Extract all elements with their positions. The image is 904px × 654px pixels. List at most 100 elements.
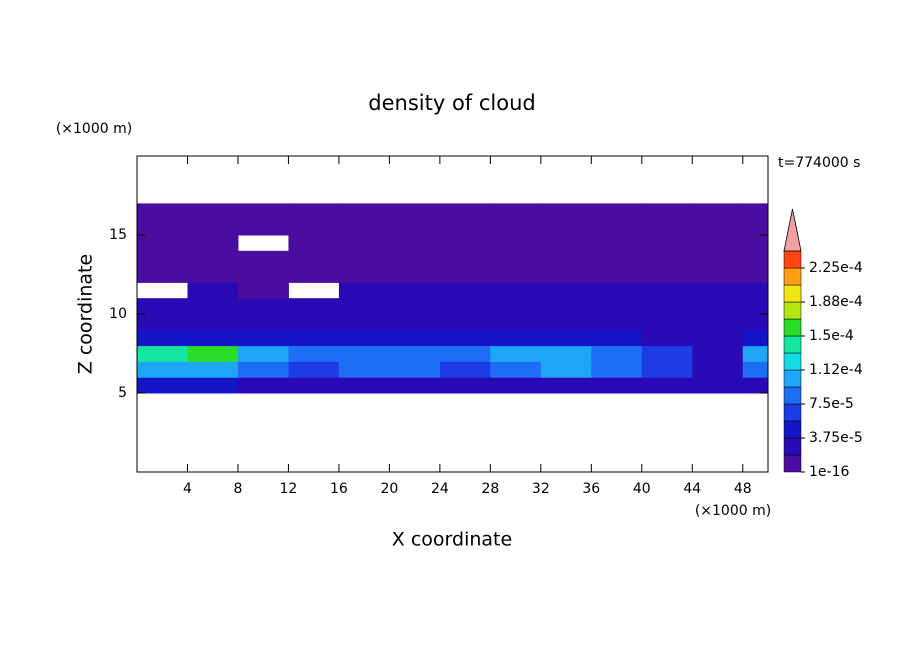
- contour-cell: [540, 314, 592, 331]
- x-tick-label: 48: [734, 481, 752, 497]
- contour-cell: [641, 345, 693, 362]
- colorbar-band: [783, 318, 802, 337]
- x-tick-label: 44: [683, 481, 701, 497]
- contour-cell: [641, 314, 693, 331]
- contour-cell: [137, 314, 188, 331]
- contour-cell: [490, 377, 542, 394]
- contour-cell: [540, 250, 592, 268]
- contour-cell: [591, 282, 643, 299]
- contour-cell: [288, 219, 340, 236]
- contour-cell: [338, 250, 390, 268]
- contour-cell: [742, 314, 768, 331]
- contour-cell: [742, 282, 768, 299]
- contour-cell: [439, 203, 491, 220]
- contour-cell: [742, 235, 768, 252]
- contour-cell: [742, 377, 768, 394]
- contour-cell: [540, 377, 592, 394]
- contour-cell: [237, 266, 289, 283]
- y-unit: (×1000 m): [56, 121, 132, 137]
- contour-cell: [237, 314, 289, 331]
- colorbar-band: [783, 250, 802, 269]
- contour-cell: [237, 219, 289, 236]
- contour-cell: [187, 219, 239, 236]
- colorbar-band: [783, 454, 802, 473]
- colorbar-band: [783, 301, 802, 320]
- contour-cell: [692, 235, 744, 252]
- contour-cell: [641, 377, 693, 394]
- contour-cell: [187, 235, 239, 252]
- colorbar-band: [783, 335, 802, 354]
- x-axis-label: X coordinate: [392, 529, 512, 551]
- contour-cell: [137, 345, 188, 362]
- contour-cell: [338, 361, 390, 378]
- contour-cell: [237, 329, 289, 347]
- contour-cell: [237, 203, 289, 220]
- colorbar-band: [783, 369, 802, 388]
- contour-cell: [389, 203, 441, 220]
- contour-cell: [641, 266, 693, 283]
- contour-cell: [137, 377, 188, 394]
- contour-cell: [338, 377, 390, 394]
- contour-cell: [389, 250, 441, 268]
- contour-cell: [338, 203, 390, 220]
- y-axis-label: Z coordinate: [75, 254, 97, 374]
- colorbar-tick-label: 1e-16: [809, 464, 849, 480]
- contour-cell: [591, 361, 643, 378]
- contour-cell: [540, 266, 592, 283]
- contour-cell: [237, 282, 289, 299]
- colorbar-band: [783, 437, 802, 456]
- contour-cell: [692, 250, 744, 268]
- x-tick-label: 16: [330, 481, 348, 497]
- y-tick-label: 15: [109, 227, 127, 243]
- contour-cell: [490, 361, 542, 378]
- contour-cell: [742, 203, 768, 220]
- contour-cell: [288, 203, 340, 220]
- contour-cell: [389, 266, 441, 283]
- contour-cell: [490, 329, 542, 347]
- contour-cell: [338, 329, 390, 347]
- contour-cell: [641, 250, 693, 268]
- colorbar-band: [783, 386, 802, 405]
- contour-cell: [187, 250, 239, 268]
- contour-cell: [288, 314, 340, 331]
- contour-cell: [540, 298, 592, 315]
- contour-cell: [338, 314, 390, 331]
- contour-cell: [137, 361, 188, 378]
- contour-cell: [389, 345, 441, 362]
- contour-cell: [692, 377, 744, 394]
- contour-cell: [187, 203, 239, 220]
- contour-cell: [137, 250, 188, 268]
- contour-cell: [641, 298, 693, 315]
- contour-field: [137, 203, 768, 394]
- colorbar-tick-label: 1.5e-4: [809, 328, 854, 344]
- contour-cell: [540, 203, 592, 220]
- contour-cell: [742, 329, 768, 347]
- contour-cell: [288, 361, 340, 378]
- contour-cell: [742, 345, 768, 362]
- contour-cell: [439, 219, 491, 236]
- contour-cell: [338, 219, 390, 236]
- contour-cell: [389, 282, 441, 299]
- colorbar-tick-label: 7.5e-5: [809, 396, 854, 412]
- contour-cell: [389, 235, 441, 252]
- colorbar-band: [783, 352, 802, 371]
- x-tick-label: 4: [183, 481, 192, 497]
- contour-cell: [389, 377, 441, 394]
- contour-cell: [641, 282, 693, 299]
- contour-cell: [338, 345, 390, 362]
- contour-cell: [137, 266, 188, 283]
- colorbar-tick-label: 3.75e-5: [809, 430, 863, 446]
- x-tick-label: 28: [481, 481, 499, 497]
- x-tick-label: 12: [280, 481, 298, 497]
- contour-cell: [439, 329, 491, 347]
- contour-cell: [641, 235, 693, 252]
- colorbar-band: [783, 420, 802, 439]
- contour-cell: [237, 250, 289, 268]
- contour-cell: [439, 235, 491, 252]
- contour-cell: [540, 345, 592, 362]
- contour-cell: [591, 314, 643, 331]
- contour-cell: [591, 219, 643, 236]
- contour-cell: [591, 235, 643, 252]
- contour-cell: [692, 361, 744, 378]
